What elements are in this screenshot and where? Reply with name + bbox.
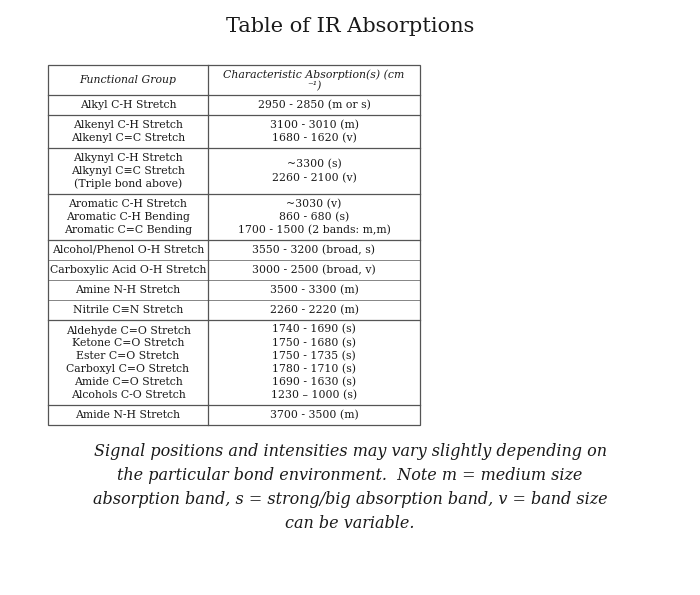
Text: Amine N-H Stretch: Amine N-H Stretch <box>76 285 181 295</box>
Text: Amide N-H Stretch: Amide N-H Stretch <box>76 410 181 420</box>
Text: Alkyl C-H Stretch: Alkyl C-H Stretch <box>80 100 176 110</box>
Text: Aromatic C-H Stretch
Aromatic C-H Bending
Aromatic C=C Bending: Aromatic C-H Stretch Aromatic C-H Bendin… <box>64 199 192 235</box>
Text: Nitrile C≡N Stretch: Nitrile C≡N Stretch <box>73 305 183 315</box>
Text: Alcohol/Phenol O-H Stretch: Alcohol/Phenol O-H Stretch <box>52 245 204 255</box>
Text: Alkynyl C-H Stretch
Alkynyl C≡C Stretch
(Triple bond above): Alkynyl C-H Stretch Alkynyl C≡C Stretch … <box>71 153 185 189</box>
Text: Characteristic Absorption(s) (cm: Characteristic Absorption(s) (cm <box>223 70 405 80</box>
Text: 2950 - 2850 (m or s): 2950 - 2850 (m or s) <box>258 100 370 110</box>
Text: 2260 - 2220 (m): 2260 - 2220 (m) <box>270 305 358 315</box>
Text: 3100 - 3010 (m)
1680 - 1620 (v): 3100 - 3010 (m) 1680 - 1620 (v) <box>270 120 358 143</box>
Text: Signal positions and intensities may vary slightly depending on
the particular b: Signal positions and intensities may var… <box>92 443 608 533</box>
Text: ~3030 (v)
860 - 680 (s)
1700 - 1500 (2 bands: m,m): ~3030 (v) 860 - 680 (s) 1700 - 1500 (2 b… <box>237 199 391 236</box>
Text: Functional Group: Functional Group <box>80 75 176 85</box>
Bar <box>48 65 420 425</box>
Text: 3000 - 2500 (broad, v): 3000 - 2500 (broad, v) <box>252 265 376 275</box>
Text: 3700 - 3500 (m): 3700 - 3500 (m) <box>270 410 358 420</box>
Text: Carboxylic Acid O-H Stretch: Carboxylic Acid O-H Stretch <box>50 265 206 275</box>
Text: Table of IR Absorptions: Table of IR Absorptions <box>226 17 474 36</box>
Text: ⁻¹): ⁻¹) <box>307 81 321 91</box>
Text: ~3300 (s)
2260 - 2100 (v): ~3300 (s) 2260 - 2100 (v) <box>272 159 356 183</box>
Text: 3500 - 3300 (m): 3500 - 3300 (m) <box>270 285 358 295</box>
Text: Alkenyl C-H Stretch
Alkenyl C=C Stretch: Alkenyl C-H Stretch Alkenyl C=C Stretch <box>71 120 185 143</box>
Text: Aldehyde C=O Stretch
Ketone C=O Stretch
Ester C=O Stretch
Carboxyl C=O Stretch
A: Aldehyde C=O Stretch Ketone C=O Stretch … <box>66 325 190 399</box>
Text: 3550 - 3200 (broad, s): 3550 - 3200 (broad, s) <box>253 245 375 255</box>
Text: 1740 - 1690 (s)
1750 - 1680 (s)
1750 - 1735 (s)
1780 - 1710 (s)
1690 - 1630 (s)
: 1740 - 1690 (s) 1750 - 1680 (s) 1750 - 1… <box>271 324 357 400</box>
